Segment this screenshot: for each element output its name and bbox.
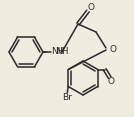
Text: O: O xyxy=(88,4,94,13)
Text: Br: Br xyxy=(62,93,72,102)
Text: O: O xyxy=(107,77,114,86)
Text: NH: NH xyxy=(55,48,69,57)
Text: NH: NH xyxy=(51,48,64,57)
Text: O: O xyxy=(109,46,116,55)
